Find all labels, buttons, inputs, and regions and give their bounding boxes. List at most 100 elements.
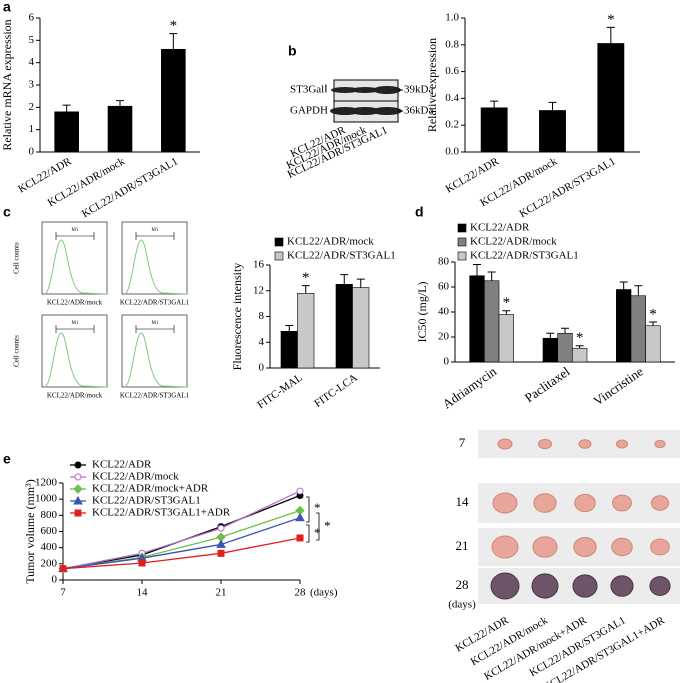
y-tick-label: 200 [41, 557, 58, 569]
tumor [611, 537, 633, 557]
panel-letter: b [288, 43, 297, 59]
x-tick-label: KCL22/ADR/ST3GAL1 [80, 155, 180, 220]
flow-frame [41, 314, 108, 388]
tumor [492, 492, 518, 514]
day-unit: (days) [448, 599, 476, 611]
band-label: GAPDH [290, 105, 328, 117]
y-tick-label: 0 [259, 362, 265, 374]
y-tick-label: 60 [438, 281, 450, 293]
tumor [532, 536, 558, 558]
panel-letter: a [3, 0, 11, 15]
error-bar [487, 271, 496, 281]
legend-label: KCL22/ADR/ST3GAL1 [287, 250, 396, 262]
significance-marker: * [314, 525, 321, 540]
gate-label: M1 [152, 321, 159, 326]
legend-swatch [274, 237, 284, 247]
x-tick-label: Vincristine [590, 363, 645, 408]
y-axis-label: Relative mRNA expression [0, 19, 14, 150]
y-axis-label: Tumor volume (mm³) [23, 479, 37, 584]
bar [616, 289, 632, 363]
tumor [531, 573, 559, 599]
blot-band [372, 107, 402, 115]
legend-label: KCL22/ADR/ST3GAL1 [92, 495, 201, 507]
error-bar [502, 310, 511, 315]
blot-band [350, 107, 380, 115]
gate-bracket [55, 325, 95, 333]
y-tick-label: 1.0 [445, 12, 459, 24]
series-line [62, 537, 301, 570]
error-bar [169, 33, 178, 50]
error-bar [546, 332, 555, 339]
x-tick-label: 14 [137, 587, 149, 599]
x-tick-label: FITC-LCA [312, 372, 359, 410]
bar [107, 105, 133, 153]
x-tick-label: 21 [216, 587, 227, 599]
panel-letter: e [3, 451, 11, 467]
significance-marker: * [170, 18, 178, 34]
y-tick-label: 0 [444, 356, 450, 368]
y-tick-label: 5 [29, 34, 35, 46]
flow-histogram [44, 239, 108, 295]
y-tick-label: 1200 [35, 477, 58, 489]
legend-label: KCL22/ADR [470, 222, 530, 234]
gate-bracket [135, 232, 175, 240]
tumor [578, 439, 592, 449]
y-tick-label: 3 [29, 79, 35, 91]
x-axis-label: (days) [310, 587, 338, 599]
bar [161, 48, 186, 153]
bar [572, 347, 588, 363]
y-tick-label: 8 [259, 310, 265, 322]
legend-swatch [457, 223, 467, 233]
gate-bracket [55, 232, 95, 240]
bar [297, 293, 315, 369]
flow-ylabel: Cell counts [13, 335, 21, 367]
y-tick-label: 1 [29, 123, 35, 135]
tumor [574, 493, 596, 513]
flow-histogram [124, 332, 188, 388]
point [217, 549, 225, 557]
y-tick-label: 16 [253, 259, 265, 271]
blot-band [331, 87, 359, 93]
y-axis-label: Fluorescence intensity [230, 263, 244, 371]
tumor [572, 574, 598, 598]
y-tick-label: 12 [253, 284, 264, 296]
point [216, 539, 226, 548]
error-bar [62, 104, 71, 112]
significance-marker: * [607, 12, 615, 28]
blot-band [351, 87, 379, 93]
error-bar [301, 285, 310, 294]
y-tick-label: 4 [29, 56, 35, 68]
x-tick-label: KCL22/ADR/ST3GAL1 [517, 155, 617, 220]
tumor [490, 572, 520, 600]
y-tick-label: 0.4 [445, 92, 459, 104]
y-tick-label: 0.2 [445, 119, 459, 131]
x-tick-label: FITC-MAL [255, 372, 305, 412]
point [59, 565, 67, 573]
day-label: 14 [456, 494, 470, 509]
flow-frame [41, 221, 108, 295]
bar [557, 332, 573, 363]
series-line [62, 509, 301, 570]
day-label: 21 [456, 538, 469, 553]
error-bar [634, 285, 643, 296]
point [74, 509, 82, 517]
day-label: 7 [459, 435, 466, 450]
tumor [650, 495, 670, 511]
y-tick-label: 400 [41, 541, 58, 553]
error-bar [490, 100, 499, 108]
band-label: ST3GalⅠ [290, 84, 327, 96]
point [74, 473, 82, 481]
error-bar [619, 281, 628, 290]
error-bar [561, 327, 569, 334]
significance-marker: * [503, 295, 511, 311]
legend-label: KCL22/ADR/ST3GAL1+ADR [92, 507, 231, 519]
series-line [62, 490, 301, 570]
significance-marker: * [576, 330, 584, 346]
y-tick-label: 0.0 [445, 146, 459, 158]
error-bar [649, 321, 657, 326]
legend-swatch [457, 251, 467, 261]
y-axis-label: IC50 (mg/L) [415, 282, 429, 343]
gate-label: M1 [72, 228, 79, 233]
legend-label: KCL22/ADR/mock [470, 236, 557, 248]
tumor [615, 439, 629, 449]
